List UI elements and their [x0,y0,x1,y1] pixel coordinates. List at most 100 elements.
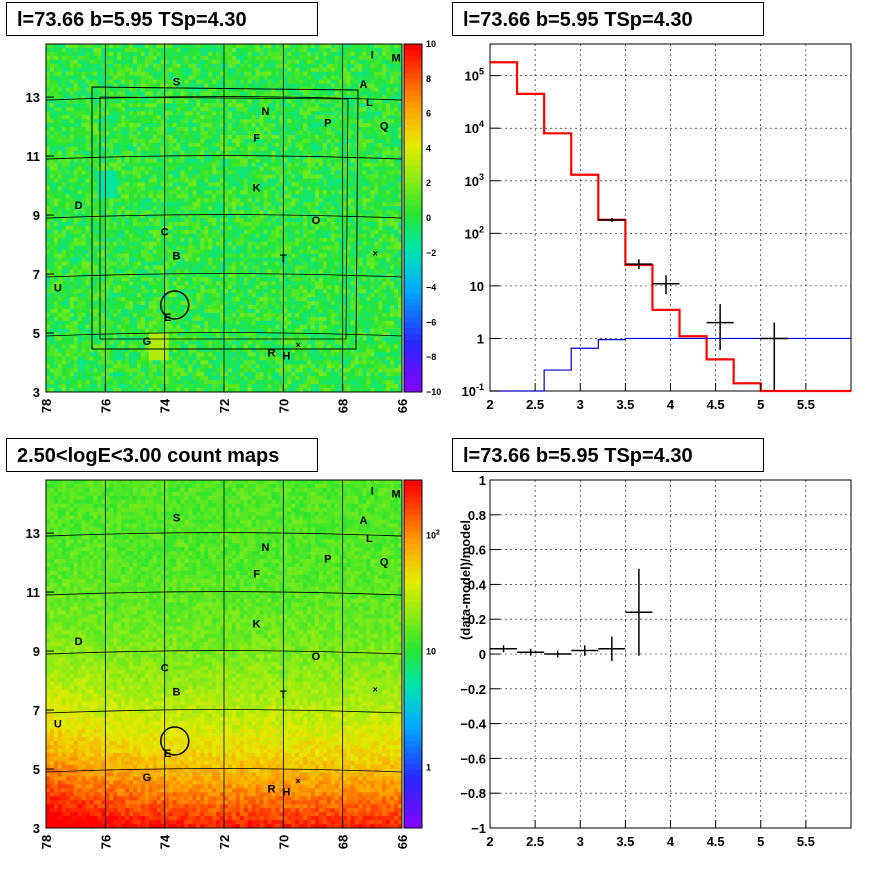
source-label-L: L [366,533,373,545]
x-tick-label: 3.5 [616,834,634,849]
source-cross-marker: × [296,340,301,350]
x-tick-label: 2.5 [526,397,544,412]
source-label-G: G [143,336,152,348]
colorbar-tick-label: 10 [426,39,436,49]
source-label-C: C [161,227,169,239]
y-tick-label: −0.8 [460,786,486,801]
x-tick-label: 4.5 [707,397,725,412]
source-cross-marker: × [373,684,378,694]
colorbar-tick-label: 2 [426,178,431,188]
y-tick-label: 102 [465,224,484,241]
y-tick-label: 10 [470,279,484,294]
roi-inner-boundary [99,96,349,340]
count-colorbar [404,480,422,829]
source-label-L: L [366,97,373,109]
resid-parallel-line [45,332,403,337]
source-label-R: R [267,348,275,360]
source-label-C: C [161,663,169,675]
y-tick-label: 103 [465,172,484,189]
colorbar-tick-label: 6 [426,109,431,119]
y-tick-label: 0.4 [468,577,487,592]
y-tick-label: 0.6 [468,543,486,558]
source-label-Q: Q [380,557,389,569]
count-heatmap-cells [46,480,403,829]
y-tick-label: −1 [471,821,486,836]
source-label-U: U [54,283,62,295]
source-label-G: G [143,772,152,784]
colorbar-tick-label: −2 [426,248,436,258]
x-tick-label: 70 [276,399,291,413]
source-label-N: N [262,542,270,554]
count-parallel-line [45,591,403,596]
x-tick-label: 5 [757,834,764,849]
y-tick-label: −0.2 [460,682,486,697]
x-tick-label: 72 [217,399,232,413]
x-tick-label: 4 [667,397,675,412]
x-tick-label: 5.5 [797,834,815,849]
x-tick-label: 2.5 [526,834,544,849]
x-tick-label: 2 [486,834,493,849]
x-tick-label: 78 [39,399,54,413]
y-tick-label: 0.8 [468,508,486,523]
x-tick-label: 5.5 [797,397,815,412]
colorbar-tick-label: 4 [426,143,431,153]
source-label-E: E [164,312,171,324]
map-top-title: l=73.66 b=5.95 TSp=4.30 [6,2,318,36]
source-label-P: P [324,118,331,130]
count-parallel-line [45,532,403,537]
resid-parallel-line [45,96,403,101]
x-tick-label: 2 [486,397,493,412]
ts-circle [160,290,190,320]
source-label-R: R [267,784,275,796]
y-tick-label: 3 [33,821,40,836]
source-label-O: O [312,651,321,663]
y-tick-label: 104 [465,119,484,136]
x-tick-label: 66 [395,399,410,413]
count-parallel-line [45,768,403,773]
source-label-D: D [75,636,83,648]
colorbar-tick-label: −8 [426,352,436,362]
x-tick-label: 3.5 [616,397,634,412]
ts-circle [160,726,190,756]
resid-parallel-line [45,214,403,219]
x-tick-label: 4 [667,834,675,849]
y-tick-label: 9 [33,208,40,223]
count-parallel-line [45,650,403,655]
source-label-D: D [75,200,83,212]
x-tick-label: 3 [577,397,584,412]
source-label-E: E [164,748,171,760]
y-tick-label: −0.6 [460,751,486,766]
source-label-B: B [173,250,181,262]
source-label-A: A [359,79,367,91]
y-tick-label: 105 [465,67,484,84]
x-tick-label: 5 [757,397,764,412]
y-tick-label: −0.4 [460,717,486,732]
source-label-Q: Q [380,121,389,133]
colorbar-tick-label: −4 [426,283,436,293]
y-tick-label: 0.2 [468,612,486,627]
map-bottom-title: 2.50<logE<3.00 count maps [6,438,318,472]
resid-parallel-line [45,155,403,160]
y-tick-label: 3 [33,385,40,400]
x-tick-label: 66 [395,835,410,849]
count-colorbar-frame [403,479,423,829]
source-label-K: K [253,182,261,194]
source-label-N: N [262,106,270,118]
x-tick-label: 76 [98,399,113,413]
y-tick-label: 7 [33,703,40,718]
source-label-F: F [253,568,260,580]
source-cross-marker: × [373,248,378,258]
spectrum-frame [489,43,852,392]
source-label-B: B [173,686,181,698]
spectrum-title: l=73.66 b=5.95 TSp=4.30 [452,2,764,36]
source-label-K: K [253,618,261,630]
source-label-T: T [280,689,287,701]
source-label-M: M [391,489,400,501]
y-tick-label: 7 [33,267,40,282]
y-tick-label: 13 [26,526,40,541]
y-tick-label: 5 [33,326,40,341]
colorbar-tick-label: 102 [426,529,440,540]
source-label-I: I [371,486,374,498]
source-cross-marker: × [296,776,301,786]
